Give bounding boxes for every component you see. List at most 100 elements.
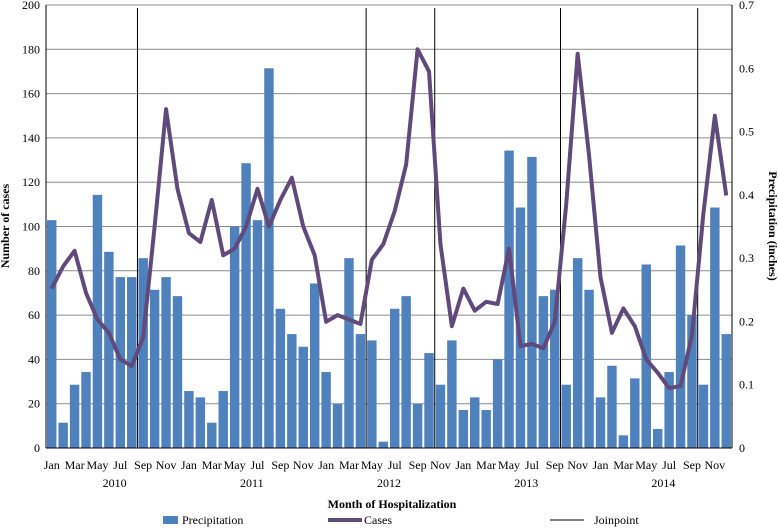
bar-precipitation bbox=[138, 258, 148, 448]
right-axis-ticks: 0 0.1 0.2 0.3 0.4 0.5 0.6 0.7 bbox=[739, 0, 754, 455]
tick-label-month: May bbox=[498, 458, 520, 472]
year-labels: 2010 2011 2012 2013 2014 bbox=[103, 476, 676, 490]
bar-precipitation bbox=[81, 372, 91, 448]
bar-precipitation bbox=[584, 289, 594, 448]
bar-precipitation bbox=[607, 365, 617, 448]
bar-precipitation bbox=[515, 207, 526, 448]
tick-label-month: Nov bbox=[567, 458, 588, 472]
bar-precipitation bbox=[630, 378, 640, 448]
tick-label-month: Mar bbox=[65, 458, 85, 472]
bar-precipitation bbox=[344, 258, 354, 448]
bar-precipitation bbox=[675, 245, 686, 448]
legend-label-cases: Cases bbox=[364, 513, 392, 527]
x-axis-title: Month of Hospitalization bbox=[328, 497, 457, 511]
month-ticks: Jan Mar May Jul Sep Nov Jan Mar May Jul Sep Nov Jan M… bbox=[44, 458, 725, 472]
y-axis-right-title: Precipitation (inches) bbox=[766, 171, 778, 280]
bar-precipitation bbox=[287, 334, 297, 448]
tick-label-right: 0.5 bbox=[739, 125, 754, 139]
tick-label-month: May bbox=[86, 458, 108, 472]
tick-label-month: Nov bbox=[705, 458, 726, 472]
bar-precipitation bbox=[561, 384, 571, 448]
tick-label-month: Jan bbox=[44, 458, 60, 472]
legend-label-precipitation: Precipitation bbox=[182, 513, 243, 527]
bar-precipitation bbox=[470, 397, 480, 448]
tick-label-month: Mar bbox=[339, 458, 359, 472]
legend-label-joinpoint: Joinpoint bbox=[594, 513, 639, 527]
bar-precipitation bbox=[367, 340, 377, 448]
tick-label-right: 0.7 bbox=[739, 0, 754, 12]
tick-label-left: 120 bbox=[22, 175, 40, 189]
tick-label-right: 0.3 bbox=[739, 251, 754, 265]
tick-label-right: 0.6 bbox=[739, 61, 754, 75]
bar-precipitation bbox=[664, 372, 674, 448]
tick-label-month: Nov bbox=[430, 458, 451, 472]
tick-label-month: Sep bbox=[134, 458, 152, 472]
bar-precipitation bbox=[229, 226, 240, 448]
bar-precipitation bbox=[435, 384, 446, 448]
tick-label-month: Jan bbox=[181, 458, 197, 472]
bar-precipitation bbox=[618, 435, 629, 448]
bar-precipitation bbox=[698, 384, 709, 448]
tick-label-month: Mar bbox=[202, 458, 222, 472]
tick-label-month: May bbox=[635, 458, 657, 472]
bar-precipitation bbox=[447, 340, 457, 448]
tick-label-month: Sep bbox=[271, 458, 289, 472]
tick-label-month: Jan bbox=[455, 458, 471, 472]
bar-precipitation bbox=[710, 207, 720, 448]
bar-precipitation bbox=[492, 359, 503, 448]
tick-label-month: Mar bbox=[476, 458, 496, 472]
bar-precipitation bbox=[241, 163, 251, 448]
bar-precipitation bbox=[538, 296, 549, 448]
tick-label-left: 200 bbox=[22, 0, 40, 12]
tick-label-month: May bbox=[361, 458, 383, 472]
bar-precipitation bbox=[390, 308, 400, 448]
bar-precipitation bbox=[69, 384, 80, 448]
bar-precipitation bbox=[195, 397, 206, 448]
bar-precipitation bbox=[458, 410, 469, 448]
tick-label-left: 80 bbox=[28, 264, 40, 278]
bar-precipitation bbox=[572, 258, 583, 448]
year-label: 2012 bbox=[377, 476, 401, 490]
bar-precipitation bbox=[58, 422, 68, 448]
tick-label-month: Jul bbox=[662, 458, 677, 472]
axes bbox=[45, 5, 733, 449]
bar-precipitation bbox=[161, 277, 171, 448]
tick-label-right: 0 bbox=[739, 441, 745, 455]
tick-label-right: 0.2 bbox=[739, 314, 754, 328]
tick-label-left: 0 bbox=[34, 441, 40, 455]
bar-precipitation bbox=[115, 277, 126, 448]
bar-precipitation bbox=[550, 289, 560, 448]
bar-precipitation bbox=[252, 220, 263, 448]
tick-label-left: 20 bbox=[28, 397, 40, 411]
tick-label-month: Jul bbox=[113, 458, 128, 472]
legend: Precipitation Cases Joinpoint bbox=[163, 513, 639, 527]
tick-label-month: Jan bbox=[593, 458, 609, 472]
bar-precipitation bbox=[104, 251, 114, 448]
tick-label-month: Sep bbox=[546, 458, 564, 472]
bar-precipitation bbox=[47, 220, 57, 448]
joinpoint-lines bbox=[136, 8, 699, 448]
bar-precipitation bbox=[149, 289, 160, 448]
tick-label-month: Jul bbox=[251, 458, 266, 472]
tick-label-month: Jul bbox=[388, 458, 403, 472]
bar-precipitation bbox=[332, 403, 343, 448]
bar-precipitation bbox=[721, 334, 731, 448]
bar-precipitation bbox=[309, 283, 320, 448]
bar-precipitation bbox=[595, 397, 606, 448]
tick-label-right: 0.4 bbox=[739, 188, 754, 202]
tick-label-month: Nov bbox=[293, 458, 314, 472]
bar-precipitation bbox=[378, 441, 388, 448]
bar-precipitation bbox=[355, 334, 366, 448]
tick-label-month: May bbox=[224, 458, 246, 472]
tick-label-left: 160 bbox=[22, 87, 40, 101]
tick-label-month: Jan bbox=[318, 458, 334, 472]
bar-precipitation bbox=[172, 296, 183, 448]
bar-precipitation bbox=[264, 68, 274, 449]
bar-precipitation bbox=[424, 353, 434, 448]
bar-precipitation bbox=[412, 403, 423, 448]
tick-label-left: 40 bbox=[28, 352, 40, 366]
tick-label-left: 180 bbox=[22, 42, 40, 56]
tick-label-month: Nov bbox=[156, 458, 177, 472]
bar-precipitation bbox=[527, 156, 537, 448]
